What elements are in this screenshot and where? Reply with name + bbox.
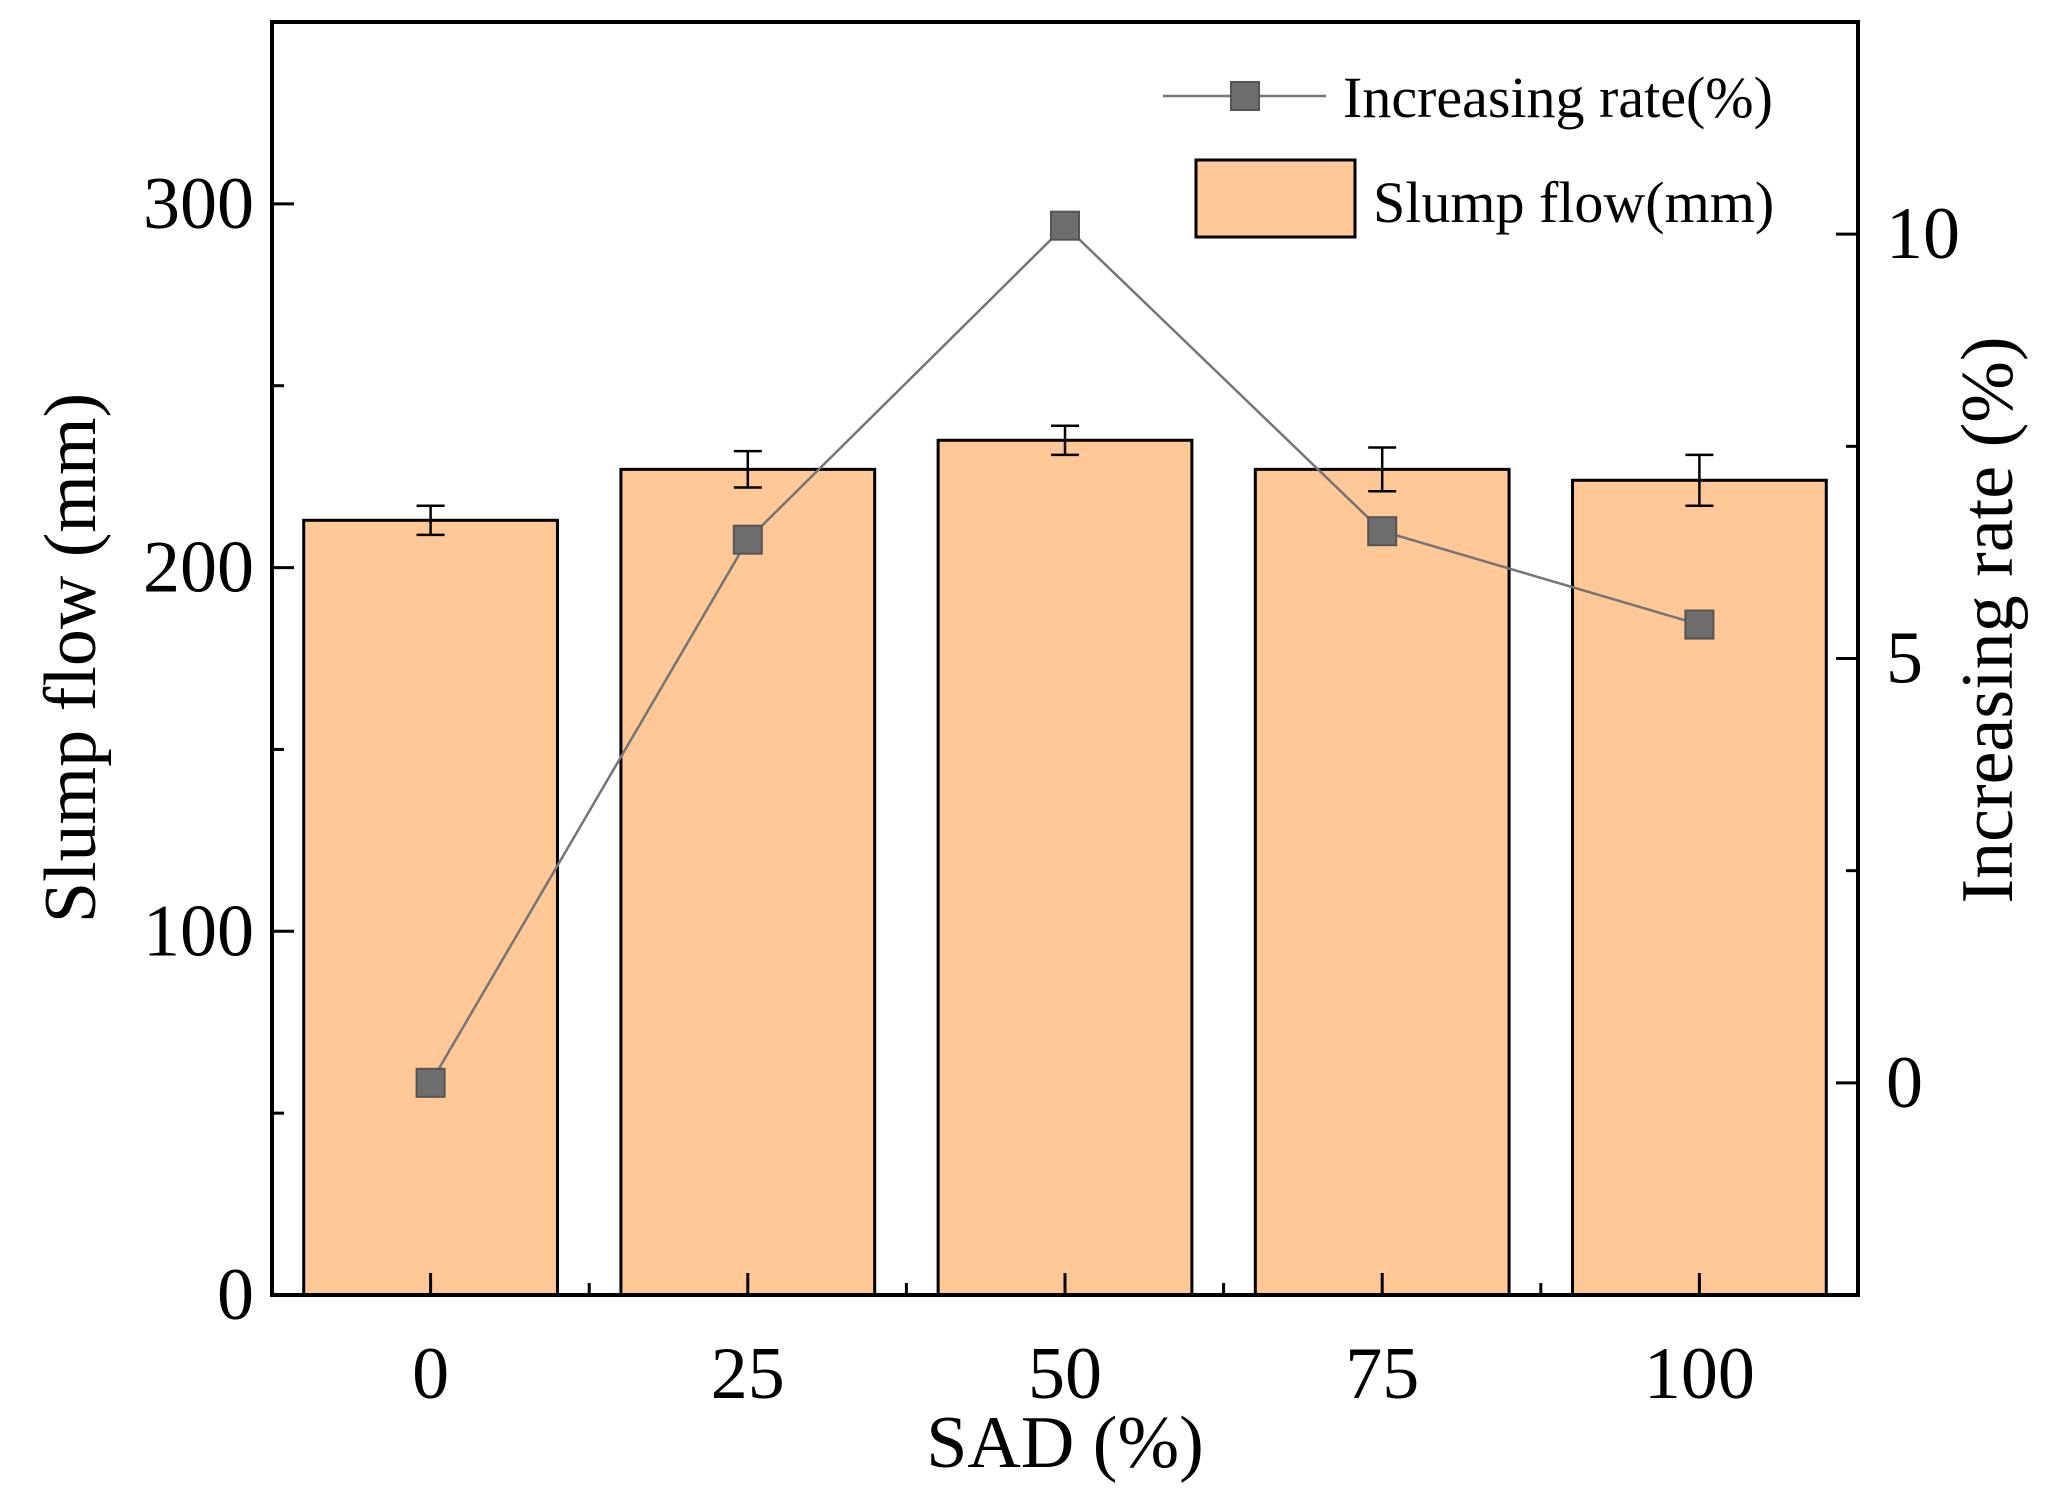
x-axis-title: SAD (%) <box>926 1402 1203 1484</box>
bar-25 <box>619 467 877 1297</box>
marker-0 <box>415 1067 446 1098</box>
line-layer <box>415 210 1715 1098</box>
x-tick-label: 25 <box>711 1333 785 1415</box>
bar-50 <box>936 438 1194 1297</box>
right-tick-label: 5 <box>1886 618 1923 700</box>
left-axis-title: Slump flow (mm) <box>30 393 112 923</box>
legend-bar-swatch <box>1194 158 1357 239</box>
bar-75 <box>1253 467 1511 1297</box>
right-tick-label: 0 <box>1886 1042 1923 1124</box>
legend-marker-swatch <box>1230 81 1260 111</box>
marker-50 <box>1050 210 1080 241</box>
error-bars-layer <box>416 424 1714 537</box>
legend-label-slump-flow: Slump flow(mm) <box>1373 170 1774 235</box>
bar-0 <box>302 518 559 1297</box>
x-tick-label: 50 <box>1028 1333 1102 1415</box>
left-tick-label: 300 <box>143 163 254 245</box>
x-tick-label: 0 <box>412 1333 449 1415</box>
error-bar-100 <box>1685 453 1714 507</box>
error-bar-50 <box>1051 424 1079 457</box>
bar-100 <box>1571 478 1828 1297</box>
marker-100 <box>1684 609 1715 640</box>
right-tick-label: 10 <box>1886 193 1960 275</box>
marker-75 <box>1367 516 1398 547</box>
left-tick-label: 0 <box>217 1254 254 1336</box>
marker-25 <box>732 524 763 555</box>
legend-label-increasing-rate: Increasing rate(%) <box>1343 65 1773 130</box>
x-tick-label: 75 <box>1345 1333 1419 1415</box>
x-tick-label: 100 <box>1644 1333 1755 1415</box>
legend: Increasing rate(%) Slump flow(mm) <box>1163 65 1774 239</box>
right-axis-title: Increasing rate (%) <box>1947 337 2029 904</box>
left-tick-label: 100 <box>143 890 254 972</box>
error-bar-75 <box>1368 446 1397 493</box>
bars-layer <box>302 438 1828 1297</box>
error-bar-0 <box>416 504 445 537</box>
left-tick-label: 200 <box>143 527 254 609</box>
error-bar-25 <box>733 449 762 489</box>
